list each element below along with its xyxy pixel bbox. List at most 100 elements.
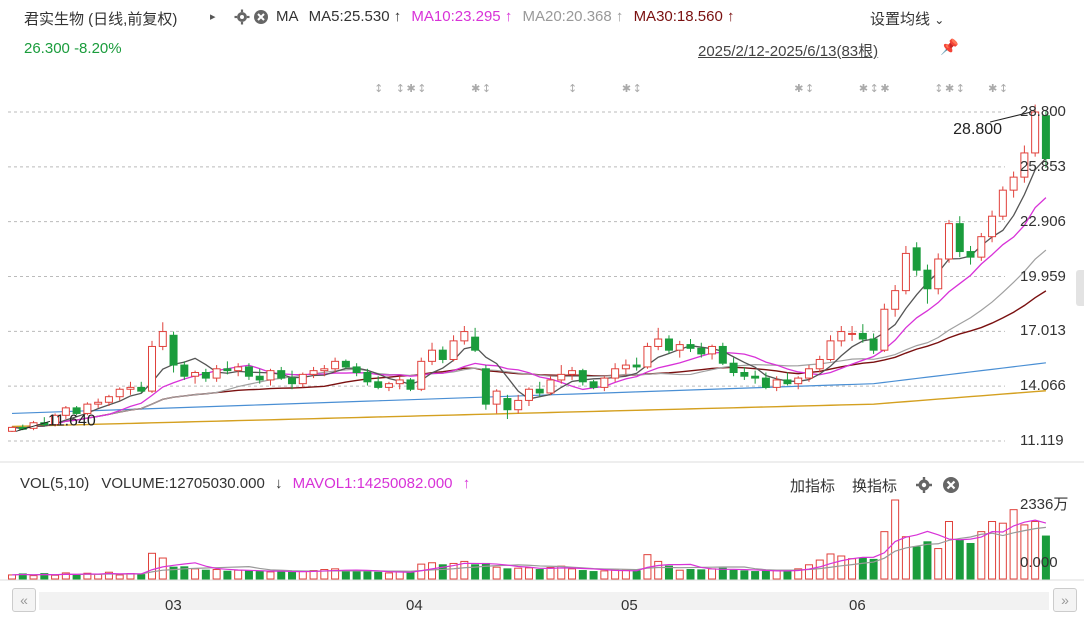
candle-body	[772, 379, 781, 388]
candle-body	[611, 368, 620, 379]
gear-icon[interactable]	[234, 9, 250, 25]
low-label: 11.640	[48, 412, 96, 429]
volume-bar	[901, 536, 910, 580]
volume-bar	[298, 571, 307, 580]
volume-bar	[331, 568, 340, 580]
volume-bar	[169, 566, 178, 580]
volume-value: VOLUME:12705030.000	[101, 475, 265, 492]
gear-icon[interactable]	[915, 476, 933, 494]
candle-body	[223, 368, 232, 372]
time-scrollbar[interactable]	[39, 592, 1049, 610]
volume-bar	[384, 572, 393, 580]
pin-icon[interactable]: 📌	[940, 39, 959, 56]
ma20-line	[11, 249, 1047, 429]
price-axis-label: 14.066	[1020, 377, 1066, 395]
candle-body	[1031, 111, 1040, 154]
candle-body	[384, 383, 393, 388]
volume-bar	[740, 570, 749, 580]
volume-bar	[449, 562, 458, 580]
set-ma-button[interactable]: 设置均线 ⌄	[870, 11, 945, 28]
candle-body	[568, 370, 577, 375]
volume-bar	[804, 564, 813, 580]
switch-indicator-button[interactable]: 换指标	[852, 478, 898, 495]
change-percent: -8.20%	[74, 40, 122, 57]
volume-bar	[1041, 535, 1050, 580]
candle-body	[944, 223, 953, 260]
add-indicator-button[interactable]: 加指标	[790, 478, 836, 495]
volume-bar	[514, 567, 523, 580]
candle-body	[288, 377, 297, 385]
candle-body	[783, 379, 792, 385]
volume-bar	[115, 574, 124, 580]
volume-bar	[83, 572, 92, 580]
candle-body	[535, 388, 544, 394]
close-icon[interactable]	[942, 476, 960, 494]
candle-body	[632, 364, 641, 368]
volume-bar	[621, 569, 630, 580]
ma10-value: MA10:23.295 ↑	[411, 8, 513, 25]
volume-bar	[374, 571, 383, 580]
candle-body	[988, 215, 997, 238]
candle-body	[578, 370, 587, 383]
volume-axis-top: 2336万	[1020, 496, 1069, 513]
candle-body	[94, 401, 103, 405]
x-label-03: 03	[165, 597, 182, 614]
candle-body	[934, 258, 943, 290]
caret-right-icon[interactable]: ▸	[210, 11, 216, 23]
candle-body	[180, 364, 189, 377]
candle-body	[751, 375, 760, 379]
scroll-left-button[interactable]: «	[12, 588, 36, 612]
candle-body	[331, 360, 340, 370]
candle-body	[428, 349, 437, 362]
candle-body	[374, 381, 383, 388]
volume-bar	[460, 560, 469, 580]
volume-bar	[934, 548, 943, 580]
event-marker-icon: ↕	[417, 82, 426, 95]
volume-bar	[61, 572, 70, 580]
volume-bar	[255, 571, 264, 580]
candle-body	[460, 331, 469, 342]
candle-body	[955, 223, 964, 253]
ma5-value: MA5:25.530 ↑	[308, 8, 402, 25]
candle-body	[137, 386, 146, 392]
volume-bar	[923, 541, 932, 580]
close-icon[interactable]	[253, 9, 269, 25]
event-marker-icon: ↕	[934, 82, 943, 95]
scroll-right-button[interactable]: »	[1053, 588, 1077, 612]
side-collapse-handle[interactable]	[1076, 270, 1084, 306]
volume-bar	[40, 573, 49, 580]
volume-bar	[244, 570, 253, 580]
vol-label: VOL(5,10)	[20, 475, 90, 492]
volume-bar	[664, 565, 673, 580]
volume-bar	[891, 499, 900, 580]
volume-bar	[858, 557, 867, 580]
volume-bar	[815, 559, 824, 580]
volume-bar	[794, 568, 803, 580]
candle-body	[191, 372, 200, 377]
candle-body	[880, 308, 889, 351]
date-range-link[interactable]: 2025/2/12-2025/6/13(83根)	[698, 43, 879, 60]
volume-bar	[148, 552, 157, 580]
candle-body	[546, 379, 555, 394]
candle-body	[406, 379, 415, 390]
candle-body	[557, 373, 566, 381]
volume-bar	[201, 569, 210, 580]
candle-body	[869, 338, 878, 351]
candle-body	[589, 381, 598, 388]
event-marker-icon: ↕	[805, 82, 814, 95]
candle-body	[352, 366, 361, 374]
chevron-down-icon: ⌄	[934, 13, 945, 27]
volume-bar	[234, 569, 243, 580]
down-arrow-icon: ↓	[275, 475, 283, 492]
candle-body	[686, 344, 695, 349]
volume-bar	[352, 570, 361, 580]
price-axis-label: 17.013	[1020, 322, 1066, 340]
candle-body	[449, 340, 458, 360]
candle-body	[697, 347, 706, 355]
volume-bar	[158, 557, 167, 580]
volume-bar	[1020, 524, 1029, 580]
chart-header: 君实生物 (日线,前复权) ▸ MA MA5:25.530 ↑ MA10:23.…	[0, 0, 1084, 34]
stock-title[interactable]: 君实生物 (日线,前复权)	[24, 11, 178, 28]
volume-bar	[212, 569, 221, 580]
